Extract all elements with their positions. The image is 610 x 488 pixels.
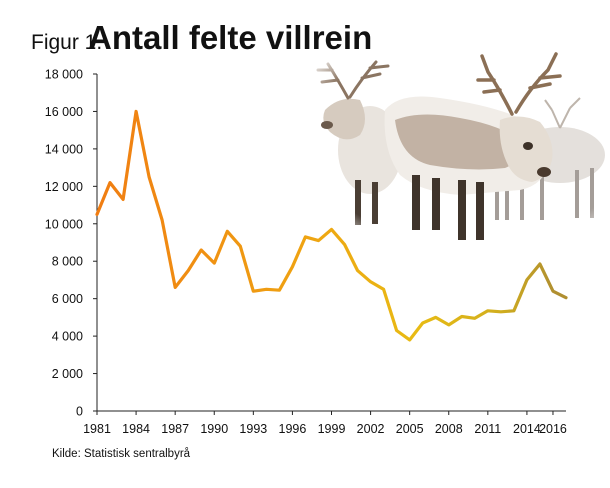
y-tick-label: 10 000 (45, 217, 83, 231)
x-tick-label: 1981 (83, 422, 111, 436)
reindeer-herd-photo (300, 50, 610, 250)
x-tick-label: 2011 (474, 422, 501, 436)
x-tick-label: 1993 (239, 422, 267, 436)
y-tick-label: 2 000 (52, 367, 83, 381)
x-axis-ticks: 1981 1984 1987 1990 1993 1996 1999 2002 2005 2008… (83, 411, 567, 436)
x-tick-label: 1996 (279, 422, 307, 436)
y-tick-label: 12 000 (45, 180, 83, 194)
x-tick-label: 1999 (318, 422, 346, 436)
x-tick-label: 2008 (435, 422, 463, 436)
x-tick-label: 1987 (161, 422, 189, 436)
x-tick-label: 2005 (396, 422, 424, 436)
figure-label: Figur 1. (31, 31, 102, 54)
chart-title: Antall felte villrein (88, 19, 372, 56)
series-line (95, 109, 568, 342)
y-tick-label: 4 000 (52, 330, 83, 344)
x-tick-label: 2014 (513, 422, 541, 436)
x-tick-label: 1984 (122, 422, 150, 436)
y-tick-label: 16 000 (45, 105, 83, 119)
y-tick-label: 8 000 (52, 255, 83, 269)
y-tick-label: 6 000 (52, 292, 83, 306)
y-tick-label: 0 (76, 405, 83, 419)
y-tick-label: 18 000 (45, 68, 83, 82)
series-group (95, 109, 568, 342)
x-tick-label: 1990 (200, 422, 228, 436)
y-axis-ticks: 0 2 000 4 000 6 000 8 000 10 000 12 000 14 000 1… (45, 68, 97, 419)
x-tick-label: 2016 (539, 422, 567, 436)
x-tick-label: 2002 (357, 422, 385, 436)
y-tick-label: 14 000 (45, 142, 83, 156)
source-note: Kilde: Statistisk sentralbyrå (52, 448, 191, 460)
